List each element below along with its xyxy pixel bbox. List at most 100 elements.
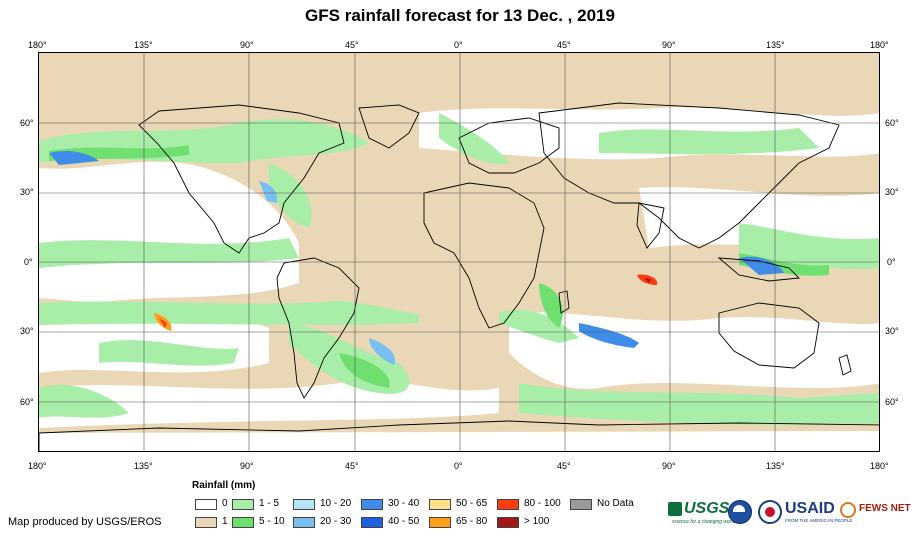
legend-label: 0 [222, 498, 228, 509]
legend-swatch [195, 499, 217, 510]
rain-1-5 [599, 128, 819, 155]
europe [458, 117, 560, 174]
lon-label-bottom: 45° [557, 461, 571, 471]
lon-label-top: 45° [557, 40, 571, 50]
usgs-tagline: science for a changing world [672, 519, 736, 525]
noaa-logo-icon [728, 500, 752, 524]
lon-label-top: 180° [870, 40, 889, 50]
rain-80-100 [159, 318, 167, 328]
usaid-tagline: FROM THE AMERICAN PEOPLE [785, 518, 853, 523]
india [636, 202, 665, 249]
dry-zone [639, 187, 879, 248]
lat-label-left: 60° [20, 397, 34, 407]
rain-1-5 [439, 113, 509, 164]
rainfall-map-svg [39, 53, 879, 451]
rain-1-5 [39, 238, 299, 268]
lat-label-right: 30° [885, 187, 899, 197]
map-title: GFS rainfall forecast for 13 Dec. , 2019 [305, 6, 615, 25]
lon-label-bottom: 180° [870, 461, 889, 471]
lon-label-bottom: 135° [766, 461, 785, 471]
lat-label-right: 30° [885, 326, 899, 336]
legend-label: 1 [222, 516, 228, 527]
lon-label-bottom: 0° [454, 461, 463, 471]
lon-label-bottom: 90° [240, 461, 254, 471]
lon-label-top: 90° [662, 40, 676, 50]
usaid-seal-icon [758, 500, 782, 524]
legend-swatch [232, 517, 254, 528]
greenland [358, 104, 420, 149]
lon-label-bottom: 135° [134, 461, 153, 471]
legend-swatch [429, 499, 451, 510]
legend-swatch [361, 499, 383, 510]
rain-5-10 [339, 353, 390, 388]
new-zealand [838, 354, 852, 376]
rain-1-5 [39, 301, 419, 325]
legend-label: 5 - 10 [259, 516, 285, 527]
lon-label-bottom: 90° [662, 461, 676, 471]
legend-swatch [293, 499, 315, 510]
lat-label-left: 30° [20, 326, 34, 336]
legend-title: Rainfall (mm) [192, 480, 256, 491]
lat-label-right: 60° [885, 397, 899, 407]
rain-20-30 [369, 338, 395, 365]
graticule [39, 53, 879, 451]
lat-label-right: 0° [887, 257, 896, 267]
rainfall-map [38, 52, 880, 452]
rain-1-5 [519, 383, 879, 425]
usaid-logo: USAID FROM THE AMERICAN PEOPLE [785, 500, 852, 526]
south-america [276, 257, 360, 399]
lat-label-left: 30° [20, 187, 34, 197]
australia [718, 302, 820, 369]
dry-zone [39, 161, 299, 303]
lon-label-top: 45° [345, 40, 359, 50]
legend-label: 50 - 65 [456, 498, 488, 509]
lon-label-bottom: 45° [345, 461, 359, 471]
legend-label: > 100 [524, 516, 550, 527]
legend-swatch [497, 517, 519, 528]
legend-swatch [570, 499, 592, 510]
legend-label: No Data [597, 498, 634, 509]
rain-over-100 [644, 278, 651, 283]
fews-globe-icon [840, 502, 856, 518]
legend-swatch [232, 499, 254, 510]
lat-label-right: 60° [885, 118, 899, 128]
lon-label-bottom: 180° [28, 461, 47, 471]
coastlines [39, 102, 879, 451]
legend-swatch [429, 517, 451, 528]
legend-label: 40 - 50 [388, 516, 420, 527]
legend-label: 20 - 30 [320, 516, 352, 527]
fews-net-logo: FEWS NET [840, 500, 918, 526]
asia [538, 102, 840, 249]
usgs-logo: USGS science for a changing world [668, 500, 735, 526]
usaid-logo-text: USAID [785, 500, 835, 517]
fews-logo-text: FEWS NET [859, 503, 911, 514]
legend-label: 1 - 5 [259, 498, 280, 509]
rain-30-40 [579, 323, 639, 348]
legend-swatch [195, 517, 217, 528]
rain-1-5 [499, 309, 579, 343]
legend-swatch [497, 499, 519, 510]
usgs-mark-icon [668, 502, 682, 516]
lon-label-top: 90° [240, 40, 254, 50]
rain-20-30 [259, 181, 278, 203]
dry-zone [509, 312, 879, 389]
legend-label: 30 - 40 [388, 498, 420, 509]
rain-1-5 [39, 384, 129, 418]
lon-label-top: 0° [454, 40, 463, 50]
madagascar [558, 290, 570, 314]
legend-label: 65 - 80 [456, 516, 488, 527]
rain-30-40 [739, 256, 784, 275]
southeast-asia-islands [717, 257, 800, 282]
legend-swatch [361, 517, 383, 528]
rain-1-5 [739, 223, 879, 269]
usgs-logo-text: USGS [684, 500, 730, 517]
rain-5-10 [539, 283, 563, 328]
lat-label-left: 0° [24, 257, 33, 267]
legend-label: 10 - 20 [320, 498, 352, 509]
lon-label-top: 180° [28, 40, 47, 50]
africa [423, 182, 545, 329]
rain-1-5 [99, 340, 239, 366]
rain-30-40 [49, 150, 99, 165]
legend-label: 80 - 100 [524, 498, 561, 509]
lon-label-top: 135° [134, 40, 153, 50]
